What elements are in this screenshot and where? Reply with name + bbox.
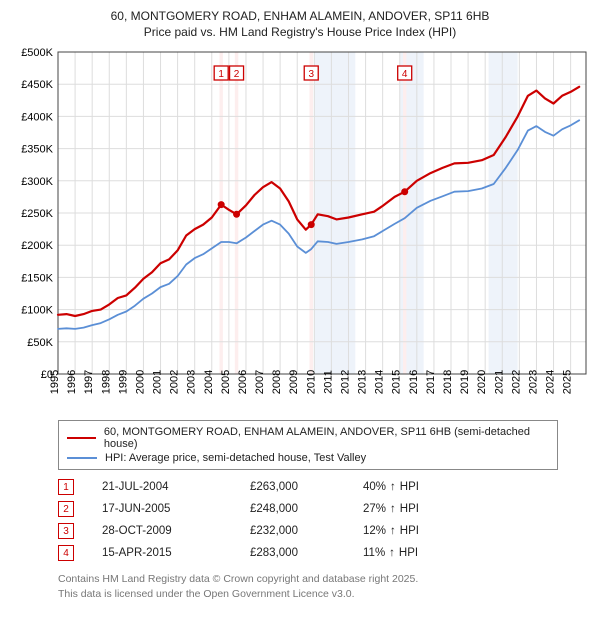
sale-marker-number: 2 (234, 69, 240, 80)
x-tick-label: 2007 (254, 370, 266, 394)
sale-date: 28-OCT-2009 (102, 525, 222, 537)
x-tick-label: 2002 (169, 370, 181, 394)
x-tick-label: 1997 (83, 370, 95, 394)
attribution-footer: Contains HM Land Registry data © Crown c… (58, 572, 592, 600)
x-tick-label: 2000 (134, 370, 146, 394)
sale-marker-number: 1 (218, 69, 224, 80)
legend-label: HPI: Average price, semi-detached house,… (105, 452, 366, 464)
sale-pct: 11% ↑ HPI (363, 547, 463, 559)
x-tick-label: 2019 (459, 370, 471, 394)
sale-pct-value: 11% (363, 547, 385, 559)
sale-point (308, 221, 315, 228)
x-tick-label: 2020 (476, 370, 488, 394)
x-tick-label: 2008 (271, 370, 283, 394)
up-arrow-icon: ↑ (390, 525, 396, 537)
title-line-2: Price paid vs. HM Land Registry's House … (8, 24, 592, 40)
chart-title: 60, MONTGOMERY ROAD, ENHAM ALAMEIN, ANDO… (8, 8, 592, 40)
y-tick-label: £400K (21, 112, 53, 124)
sale-marker-icon: 2 (58, 501, 74, 517)
sale-price: £263,000 (250, 481, 335, 493)
price-chart: £0£50K£100K£150K£200K£250K£300K£350K£400… (8, 44, 592, 414)
x-tick-label: 2003 (186, 370, 198, 394)
sale-date: 17-JUN-2005 (102, 503, 222, 515)
legend: 60, MONTGOMERY ROAD, ENHAM ALAMEIN, ANDO… (58, 420, 558, 470)
sale-marker-icon: 3 (58, 523, 74, 539)
x-tick-label: 2014 (374, 370, 386, 394)
y-tick-label: £500K (21, 47, 53, 59)
x-tick-label: 2006 (237, 370, 249, 394)
y-tick-label: £350K (21, 144, 53, 156)
legend-item: 60, MONTGOMERY ROAD, ENHAM ALAMEIN, ANDO… (67, 425, 549, 451)
y-tick-label: £50K (27, 337, 53, 349)
x-tick-label: 2013 (357, 370, 369, 394)
x-tick-label: 2001 (152, 370, 164, 394)
sale-marker-icon: 1 (58, 479, 74, 495)
up-arrow-icon: ↑ (389, 547, 395, 559)
sale-row: 4 15-APR-2015 £283,000 11% ↑ HPI (58, 542, 592, 564)
x-tick-label: 2024 (545, 370, 557, 394)
x-tick-label: 1998 (100, 370, 112, 394)
x-tick-label: 2022 (510, 370, 522, 394)
sale-events-table: 121-JUL-2004£263,00040%↑HPI217-JUN-2005£… (58, 476, 592, 564)
sale-pct: 40% ↑ HPI (363, 481, 463, 493)
y-tick-label: £150K (21, 273, 53, 285)
y-tick-label: £250K (21, 208, 53, 220)
footer-line-1: Contains HM Land Registry data © Crown c… (58, 572, 592, 586)
x-tick-label: 2004 (203, 370, 215, 394)
sale-price: £232,000 (250, 525, 335, 537)
x-tick-label: 1999 (117, 370, 129, 394)
sale-point (233, 211, 240, 218)
footer-line-2: This data is licensed under the Open Gov… (58, 587, 592, 601)
sale-note: HPI (400, 503, 419, 515)
up-arrow-icon: ↑ (390, 481, 396, 493)
sale-row: 3 28-OCT-2009 £232,000 12% ↑ HPI (58, 520, 592, 542)
sale-date: 21-JUL-2004 (102, 481, 222, 493)
x-tick-label: 1995 (49, 370, 61, 394)
x-tick-label: 2015 (391, 370, 403, 394)
sale-price: £248,000 (250, 503, 335, 515)
sale-row: 1 21-JUL-2004 £263,000 40% ↑ HPI (58, 476, 592, 498)
y-tick-label: £200K (21, 241, 53, 253)
legend-item: HPI: Average price, semi-detached house,… (67, 451, 549, 465)
x-tick-label: 2018 (442, 370, 454, 394)
x-tick-label: 2005 (220, 370, 232, 394)
sale-marker-number: 3 (308, 69, 314, 80)
x-tick-label: 2023 (527, 370, 539, 394)
sale-marker-number: 4 (402, 69, 408, 80)
sale-price: £283,000 (250, 547, 335, 559)
sale-note: HPI (400, 481, 419, 493)
sale-pct-value: 27% (363, 503, 386, 515)
x-tick-label: 2012 (339, 370, 351, 394)
x-tick-label: 2010 (305, 370, 317, 394)
sale-note: HPI (400, 525, 419, 537)
title-line-1: 60, MONTGOMERY ROAD, ENHAM ALAMEIN, ANDO… (8, 8, 592, 24)
x-tick-label: 2009 (288, 370, 300, 394)
x-tick-label: 2016 (408, 370, 420, 394)
sale-marker-icon: 4 (58, 545, 74, 561)
legend-swatch (67, 437, 96, 439)
legend-swatch (67, 457, 97, 459)
y-tick-label: £300K (21, 176, 53, 188)
x-tick-label: 2025 (562, 370, 574, 394)
legend-label: 60, MONTGOMERY ROAD, ENHAM ALAMEIN, ANDO… (104, 426, 549, 450)
y-tick-label: £100K (21, 305, 53, 317)
sale-note: HPI (399, 547, 418, 559)
x-tick-label: 2021 (493, 370, 505, 394)
sale-pct-value: 12% (363, 525, 386, 537)
sale-point (401, 189, 408, 196)
sale-row: 2 17-JUN-2005 £248,000 27% ↑ HPI (58, 498, 592, 520)
up-arrow-icon: ↑ (390, 503, 396, 515)
sale-pct-value: 40% (363, 481, 386, 493)
y-tick-label: £450K (21, 80, 53, 92)
sale-pct: 27% ↑ HPI (363, 503, 463, 515)
sale-pct: 12% ↑ HPI (363, 525, 463, 537)
sale-point (218, 202, 225, 209)
x-tick-label: 2017 (425, 370, 437, 394)
sale-date: 15-APR-2015 (102, 547, 222, 559)
x-tick-label: 1996 (66, 370, 78, 394)
x-tick-label: 2011 (322, 371, 334, 395)
